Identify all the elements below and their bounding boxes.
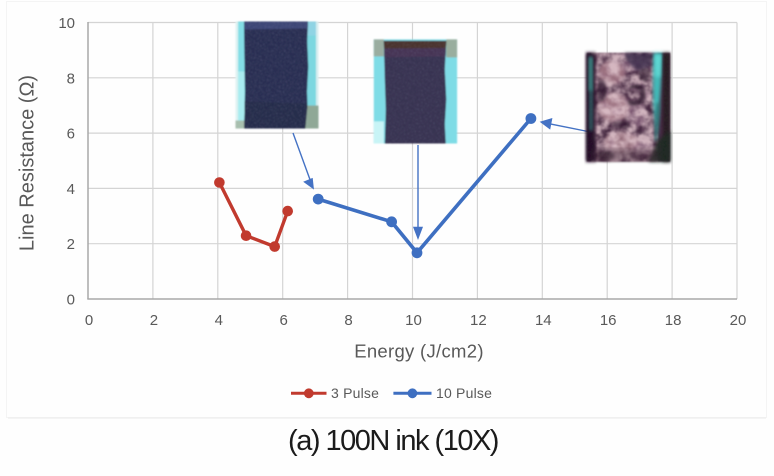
svg-text:3 Pulse: 3 Pulse <box>331 385 379 401</box>
svg-text:2: 2 <box>67 236 75 253</box>
svg-text:6: 6 <box>67 126 75 143</box>
svg-text:10: 10 <box>58 15 75 32</box>
svg-text:8: 8 <box>67 70 75 87</box>
svg-text:(a) 100N ink (10X): (a) 100N ink (10X) <box>288 425 498 457</box>
svg-text:12: 12 <box>470 312 487 329</box>
svg-text:14: 14 <box>535 312 552 329</box>
svg-text:10: 10 <box>405 312 422 329</box>
svg-text:Line Resistance (Ω): Line Resistance (Ω) <box>17 75 39 251</box>
svg-text:16: 16 <box>600 312 617 329</box>
svg-text:2: 2 <box>150 312 158 329</box>
svg-text:6: 6 <box>280 312 288 329</box>
svg-text:4: 4 <box>215 312 223 329</box>
svg-text:0: 0 <box>85 312 93 329</box>
svg-text:Energy (J/cm2): Energy (J/cm2) <box>354 341 484 362</box>
svg-text:20: 20 <box>730 312 747 329</box>
svg-text:10 Pulse: 10 Pulse <box>436 385 492 401</box>
svg-text:8: 8 <box>344 312 352 329</box>
svg-text:0: 0 <box>67 292 75 309</box>
svg-text:4: 4 <box>67 181 75 198</box>
svg-text:18: 18 <box>665 312 682 329</box>
